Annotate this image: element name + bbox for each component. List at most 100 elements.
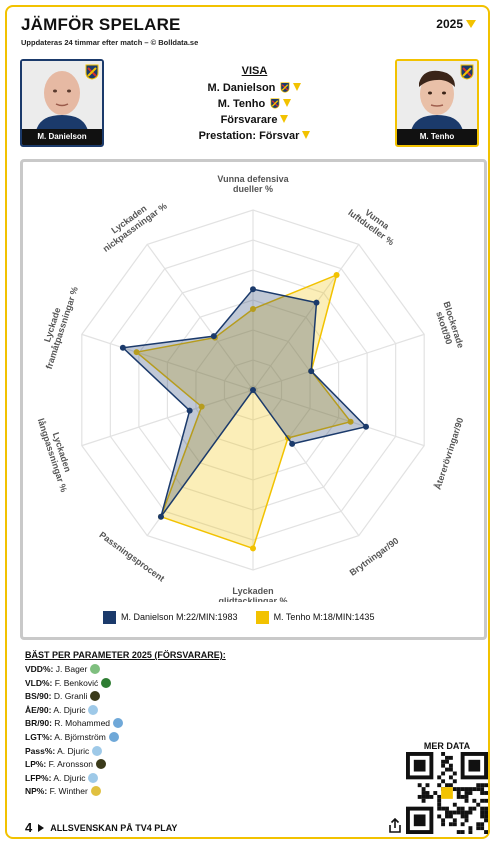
data-point-1 (362, 423, 369, 430)
qr-module (464, 794, 469, 799)
qr-module (468, 791, 473, 795)
best-key: ÅE/90: (25, 704, 52, 715)
qr-module (484, 791, 488, 795)
legend-label-2: M. Tenho M:18/MIN:1435 (273, 611, 375, 622)
qr-module (464, 791, 469, 795)
qr-module (464, 814, 469, 819)
select-performance-label: Prestation: Försvar (198, 130, 300, 142)
qr-module (484, 830, 488, 834)
qr-module (445, 755, 449, 760)
club-badge-icon (90, 664, 101, 674)
qr-module (437, 783, 442, 788)
select-position[interactable]: Försvarare (137, 112, 372, 128)
qr-module (480, 798, 485, 803)
qr-module (448, 822, 453, 827)
qr-module (460, 822, 465, 827)
radar-chart-panel: Vunna defensiva dueller % Vunnaluftdueller… (20, 159, 487, 640)
club-badge-icon (270, 98, 280, 109)
best-player: F. Winther (47, 786, 88, 797)
grid-spoke (81, 389, 254, 447)
axis-label: Passningsprocent (97, 530, 166, 584)
qr-module (476, 787, 481, 792)
qr-module (460, 810, 465, 815)
qr-module (433, 791, 438, 795)
qr-module (417, 794, 422, 799)
qr-module (460, 794, 465, 799)
club-badge-icon (96, 759, 107, 770)
qr-module (460, 806, 465, 811)
best-player: A. Björnström (52, 731, 106, 742)
data-point-1 (186, 407, 193, 414)
footer-text: ALLSVENSKAN PÅ TV4 PLAY (50, 822, 178, 833)
data-point-2 (198, 403, 205, 410)
visa-panel: VISA M. Danielson M. Tenho Försvarare Pr… (137, 65, 372, 144)
qr-module (437, 802, 442, 807)
qr-module (484, 798, 488, 803)
qr-module (452, 802, 457, 807)
qr-code-icon[interactable] (405, 752, 489, 834)
grid-spoke (81, 333, 254, 391)
best-row: BR/90: R. Mohammed (25, 717, 226, 731)
graphic-frame: JÄMFÖR SPELARE Uppdateras 24 timmar efte… (5, 5, 490, 839)
club-badge-icon (90, 691, 101, 702)
qr-module (480, 822, 485, 827)
qr-module (429, 794, 434, 799)
qr-module (468, 806, 473, 811)
qr-module (456, 791, 461, 795)
qr-module (448, 814, 453, 819)
qr-module (456, 830, 461, 834)
qr-finder (413, 814, 426, 827)
data-point-2 (133, 349, 140, 356)
qr-module (480, 787, 485, 792)
best-row: Pass%: A. Djuric (25, 745, 226, 759)
qr-module (464, 787, 469, 792)
qr-module (468, 810, 473, 815)
qr-module (437, 814, 442, 819)
qr-module (441, 771, 446, 776)
qr-module (476, 802, 481, 807)
data-point-1 (210, 333, 217, 340)
qr-module (445, 759, 449, 764)
qr-module (480, 783, 485, 788)
club-badge-icon (85, 64, 99, 80)
chevron-down-icon (280, 115, 289, 123)
qr-module (476, 822, 481, 827)
player-card-1[interactable]: M. Danielson (20, 59, 104, 147)
qr-module (445, 814, 449, 819)
season-selector[interactable]: 2025 (436, 17, 476, 31)
data-point-2 (347, 418, 354, 425)
best-key: BS/90: (25, 691, 52, 702)
axis-label: Vunna defensiva dueller % (217, 174, 289, 194)
player-name-1: M. Danielson (22, 129, 102, 145)
best-heading: BÄST PER PARAMETER 2025 (FÖRSVARARE): (25, 650, 226, 660)
best-key: LFP%: (25, 772, 52, 783)
qr-module (421, 791, 426, 795)
qr-module (476, 783, 481, 788)
page-title: JÄMFÖR SPELARE (21, 15, 181, 34)
axis-label: Lyckadeframåtpassningar % (34, 282, 80, 370)
select-performance[interactable]: Prestation: Försvar (137, 128, 372, 144)
qr-module (421, 794, 426, 799)
best-player: F. Aronsson (46, 759, 94, 770)
qr-module (441, 806, 446, 811)
qr-module (445, 806, 449, 811)
player-card-2[interactable]: M. Tenho (395, 59, 479, 147)
more-data-label: MER DATA (423, 741, 471, 751)
select-player-2[interactable]: M. Tenho (137, 96, 372, 112)
best-key: LGT%: (25, 731, 53, 742)
best-row: LGT%: A. Björnström (25, 731, 226, 745)
data-point-1 (250, 387, 256, 393)
chevron-down-icon (302, 131, 311, 139)
club-badge-icon (92, 745, 103, 756)
page-subtitle: Uppdateras 24 timmar efter match – © Bol… (21, 38, 199, 47)
select-player-1[interactable]: M. Danielson (137, 80, 372, 96)
data-point-1 (157, 513, 164, 520)
qr-finder (413, 759, 426, 772)
club-badge-icon (101, 677, 112, 688)
qr-module (480, 806, 485, 811)
qr-module (441, 763, 446, 768)
best-key: LP%: (25, 759, 47, 770)
qr-module (452, 779, 457, 784)
qr-module (484, 818, 488, 823)
share-icon[interactable] (388, 818, 402, 834)
